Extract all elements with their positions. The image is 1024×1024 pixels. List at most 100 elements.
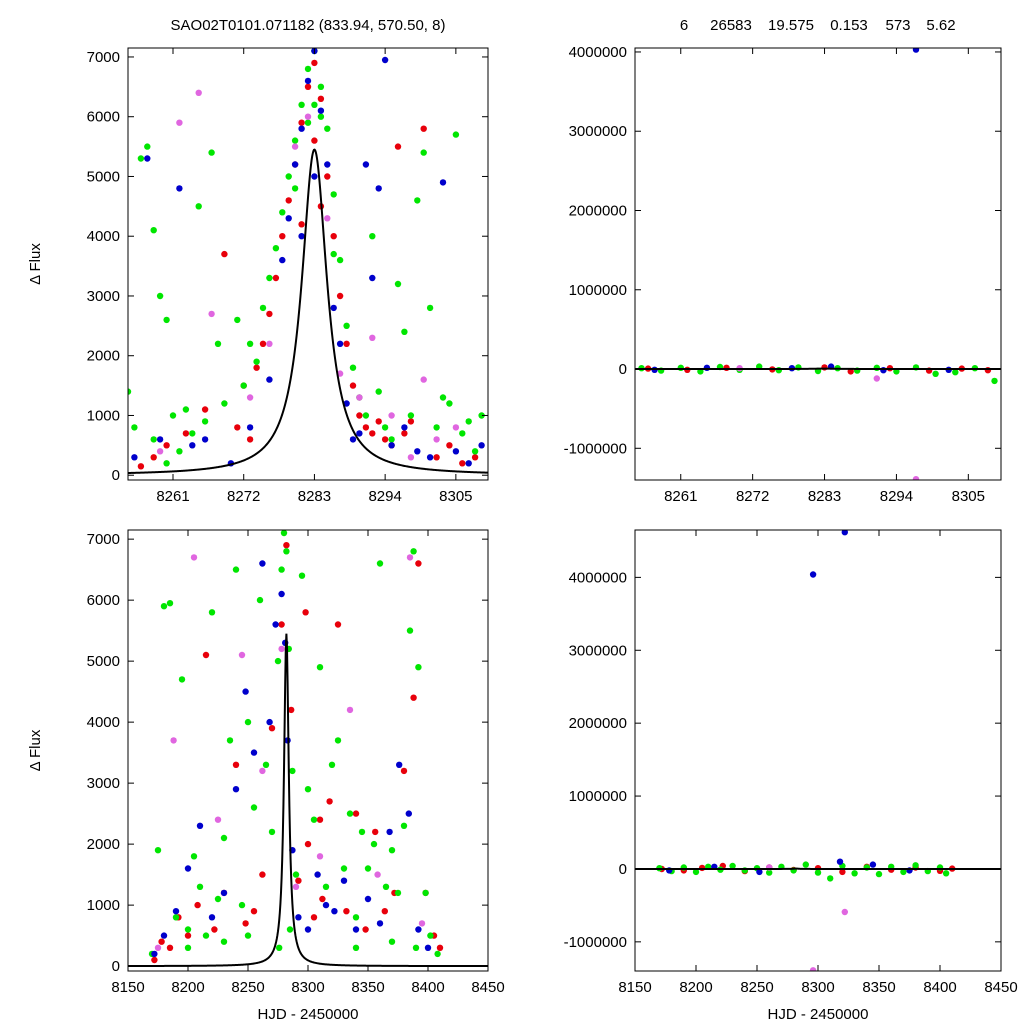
- x-tick-label: 8283: [808, 488, 841, 505]
- data-point-red: [268, 725, 276, 732]
- data-point-red: [304, 83, 312, 91]
- data-point-green: [310, 816, 318, 823]
- y-tick-label: 0: [619, 861, 627, 878]
- data-point-blue: [278, 590, 285, 598]
- data-point-red: [221, 250, 228, 258]
- x-tick-label: 8294: [880, 488, 913, 505]
- data-point-green: [407, 412, 415, 419]
- data-point-blue: [285, 215, 292, 222]
- data-point-blue: [362, 161, 370, 168]
- stat-value: 6: [680, 17, 688, 34]
- data-point-red: [272, 274, 280, 282]
- panel-top-right: 8261 8272 8283 8294 8305 -1000000 0 1000000 2000…: [564, 44, 1002, 505]
- data-point-red: [242, 920, 249, 927]
- data-point-blue: [220, 889, 228, 897]
- data-point-red: [372, 828, 379, 836]
- data-point-green: [932, 370, 939, 377]
- data-point-red: [433, 454, 440, 461]
- data-point-green: [196, 883, 204, 890]
- data-point-green: [426, 304, 434, 312]
- data-point-green: [166, 600, 174, 607]
- data-point-blue: [401, 424, 408, 431]
- x-tick-label: 8283: [298, 488, 331, 505]
- data-point-green: [401, 328, 408, 335]
- data-point-green: [434, 950, 441, 958]
- data-point-red: [317, 95, 325, 103]
- data-point-violet: [266, 340, 273, 347]
- data-point-blue: [381, 56, 389, 64]
- y-tick-label: 7000: [87, 49, 120, 66]
- data-point-violet: [420, 376, 427, 383]
- data-point-blue: [336, 340, 344, 347]
- data-point-violet: [407, 454, 415, 461]
- data-point-red: [821, 364, 828, 371]
- y-tick-label: 7000: [87, 531, 120, 548]
- x-tick-label: 8200: [171, 979, 204, 996]
- data-point-red: [298, 221, 305, 228]
- data-point-green: [201, 418, 209, 425]
- data-point-green: [814, 869, 822, 876]
- data-point-violet: [841, 908, 848, 916]
- data-point-blue: [364, 895, 372, 903]
- data-point-violet: [406, 554, 414, 561]
- data-point-blue: [259, 560, 266, 567]
- data-point-green: [316, 664, 324, 671]
- data-point-green: [343, 322, 350, 329]
- data-point-red: [298, 119, 305, 126]
- data-point-green: [291, 185, 299, 192]
- data-point-blue: [376, 920, 384, 927]
- data-point-green: [446, 400, 453, 407]
- data-point-green: [677, 364, 684, 371]
- data-point-violet: [418, 920, 426, 927]
- data-point-green: [178, 676, 186, 683]
- data-point-green: [912, 862, 919, 869]
- data-point-red: [410, 694, 417, 701]
- stat-value: 5.62: [926, 17, 955, 34]
- data-point-red: [137, 463, 145, 470]
- x-tick-label: 8305: [439, 488, 472, 505]
- data-point-violet: [291, 143, 299, 150]
- data-point-green: [128, 388, 132, 395]
- x-tick-label: 8450: [471, 979, 504, 996]
- data-point-red: [253, 364, 260, 371]
- data-point-green: [154, 847, 162, 854]
- y-tick-label: 2000: [87, 836, 120, 853]
- data-point-blue: [322, 901, 330, 909]
- data-point-green: [234, 316, 241, 324]
- data-point-red: [278, 621, 285, 628]
- data-point-green: [220, 834, 228, 842]
- x-tick-label: 8294: [368, 488, 401, 505]
- data-point-green: [324, 125, 331, 132]
- data-point-red: [259, 871, 266, 878]
- data-point-violet: [873, 375, 880, 382]
- data-point-red: [400, 767, 408, 775]
- data-point-blue: [343, 400, 350, 407]
- data-point-blue: [272, 621, 279, 628]
- data-point-green: [169, 412, 177, 419]
- data-point-green: [272, 245, 280, 252]
- data-point-blue: [266, 718, 273, 726]
- data-point-green: [240, 382, 247, 389]
- data-point-green: [298, 572, 306, 579]
- data-point-blue: [208, 914, 216, 921]
- data-point-green: [163, 316, 170, 324]
- data-point-blue: [414, 448, 421, 455]
- data-point-violet: [433, 436, 440, 443]
- x-tick-label: 8250: [231, 979, 264, 996]
- data-point-blue: [836, 858, 844, 865]
- data-point-blue: [424, 944, 432, 951]
- data-point-green: [358, 828, 366, 836]
- x-tick-label: 8350: [862, 979, 895, 996]
- data-point-green: [311, 101, 318, 109]
- y-tick-label: -1000000: [564, 440, 627, 457]
- data-point-green: [352, 944, 360, 951]
- model-curve: [128, 148, 488, 474]
- data-point-green: [150, 227, 157, 234]
- data-point-blue: [356, 430, 363, 437]
- model-curve: [128, 633, 488, 968]
- data-point-green: [900, 868, 907, 876]
- data-point-red: [326, 798, 333, 805]
- data-point-red: [723, 364, 730, 371]
- data-point-blue: [375, 185, 382, 192]
